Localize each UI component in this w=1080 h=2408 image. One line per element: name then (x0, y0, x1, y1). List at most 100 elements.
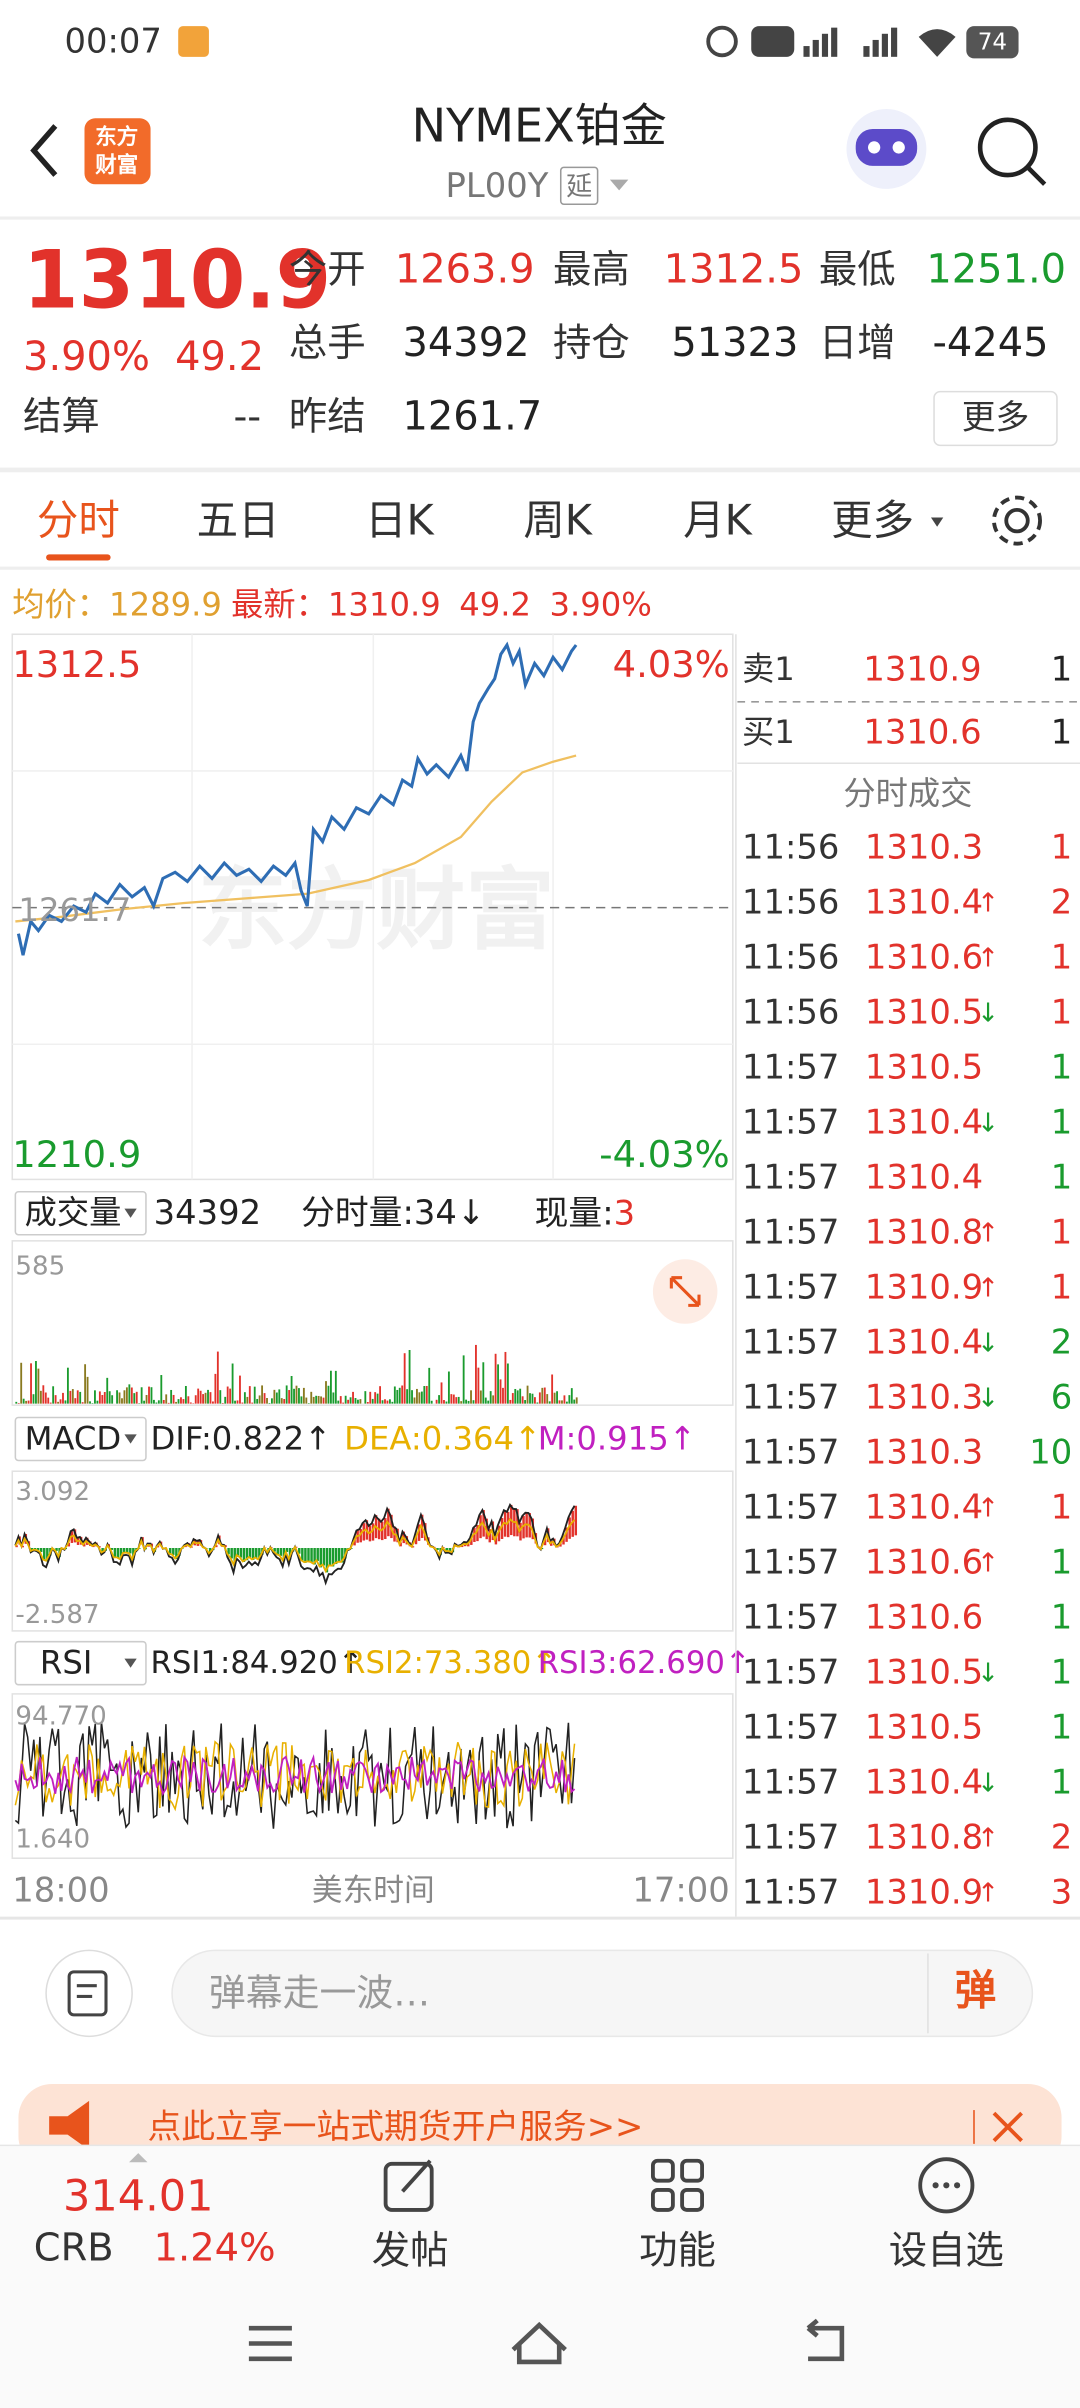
nav-item[interactable]: 功能 (639, 2228, 716, 2273)
nav-item[interactable]: 设自选 (889, 2228, 1004, 2273)
settings-button[interactable] (992, 495, 1042, 546)
volume-bar-decor (197, 1388, 200, 1404)
dropdown-arrow[interactable] (609, 179, 629, 191)
volume-bar-decor (98, 1391, 101, 1404)
expand-button[interactable] (652, 1259, 718, 1324)
macd-bar-decor (242, 1548, 246, 1562)
macd-bar-decor (175, 1548, 178, 1559)
index-value[interactable]: 314.01 (63, 2172, 213, 2222)
volume-bar-decor (182, 1399, 185, 1404)
volume-bar-decor (143, 1400, 146, 1404)
tab[interactable]: 更多 (831, 497, 914, 545)
tab[interactable]: 五日 (197, 497, 280, 545)
tab[interactable]: 月K (683, 497, 753, 545)
macd-label: MACD (25, 1420, 122, 1458)
trade-volume: 1 (1051, 1048, 1073, 1087)
volume-bar-decor (121, 1398, 123, 1404)
volume-bar-decor (229, 1388, 232, 1404)
assistant-avatar[interactable] (846, 109, 927, 189)
volume-bar-decor (293, 1388, 295, 1404)
logo[interactable] (84, 118, 151, 185)
volume-bar-decor (575, 1397, 578, 1404)
volume-bar-decor (398, 1387, 401, 1404)
volume-bar-decor (69, 1390, 72, 1404)
volume-bar-decor (22, 1398, 25, 1404)
volume-bar-decor (216, 1351, 219, 1404)
volume-bar-decor (339, 1396, 342, 1404)
volume-bar-decor (202, 1394, 205, 1404)
tab[interactable]: 日K (365, 497, 435, 545)
tab-underline (46, 554, 111, 561)
app-icon (178, 26, 209, 57)
volume-bar-decor (406, 1389, 409, 1404)
trade-time: 11:57 (742, 1213, 839, 1252)
tab[interactable]: 周K (523, 497, 593, 545)
trade-price: 1310.4 (865, 883, 983, 922)
back-button[interactable] (30, 124, 58, 177)
search-button[interactable] (977, 117, 1047, 186)
nav-item[interactable]: 发帖 (372, 2228, 449, 2273)
volume-bar-decor (546, 1394, 549, 1404)
macd-bar-decor (442, 1547, 445, 1548)
battery (966, 26, 1019, 59)
volume-bar-decor (524, 1400, 527, 1404)
index-change: 1.24% (154, 2225, 276, 2270)
volume-bar-decor (74, 1398, 77, 1404)
volume-bar-decor (170, 1389, 173, 1404)
volume-bar-decor (39, 1390, 42, 1404)
volume-bar-decor (423, 1386, 426, 1404)
delay-tag: 延 (566, 172, 592, 202)
trade-price: 1310.8 (865, 1817, 983, 1856)
field-value: -4245 (933, 320, 1049, 366)
rsi-line-decor (14, 1754, 576, 1797)
macd-bar-decor (67, 1542, 71, 1547)
indicator-selector[interactable] (14, 1416, 147, 1462)
indicator-selector[interactable] (14, 1640, 147, 1686)
bid-label: 买1 (742, 713, 795, 751)
volume-bar-decor (450, 1394, 453, 1404)
volume-bar-decor (479, 1390, 482, 1404)
volume-bar-decor (180, 1397, 182, 1404)
macd-bar-decor (565, 1527, 568, 1542)
volume-bar-decor (76, 1390, 79, 1404)
volume-bar-decor (315, 1395, 318, 1404)
volume-bar-decor (396, 1389, 399, 1404)
trade-arrow: ↓ (977, 1109, 999, 1139)
volume-bar-decor (285, 1385, 288, 1404)
macd-bar-decor (414, 1535, 418, 1545)
trade-time: 11:56 (742, 883, 839, 922)
volume-bar-decor (103, 1392, 106, 1404)
volume-bar-decor (511, 1393, 514, 1404)
volume-bar-decor (258, 1395, 261, 1404)
battery-level: 74 (978, 30, 1007, 56)
volume-bar-decor (502, 1387, 504, 1404)
expand-arrow[interactable] (129, 2153, 148, 2163)
more-button[interactable] (933, 390, 1058, 447)
system-buttons[interactable] (248, 2318, 845, 2365)
macd-bar-decor (110, 1548, 114, 1550)
volume-bar-decor (108, 1391, 111, 1404)
danmaku-input[interactable] (171, 1949, 1034, 2038)
danmaku-settings[interactable] (45, 1949, 133, 2038)
indicator-selector[interactable] (14, 1190, 147, 1236)
field-value: 1251.0 (926, 246, 1066, 292)
field-label: 昨结 (289, 395, 366, 440)
macd-bar-decor (310, 1548, 313, 1563)
macd-bar-decor (119, 1548, 123, 1560)
volume-bar-decor (457, 1396, 460, 1404)
trade-price: 1310.4 (865, 1158, 983, 1197)
trade-volume: 6 (1051, 1378, 1073, 1417)
macd-bar-decor (516, 1509, 519, 1537)
volume-bar-decor (133, 1393, 136, 1404)
volume-bar-decor (573, 1399, 576, 1404)
volume-frame (11, 1240, 734, 1406)
tab[interactable]: 分时 (37, 497, 120, 545)
danmaku-button[interactable]: 弹 (955, 1966, 996, 2014)
trade-time: 11:57 (742, 1433, 839, 1472)
volume-bar-decor (135, 1391, 138, 1404)
volume-bar-decor (551, 1374, 554, 1404)
volume-bar-decor (556, 1391, 558, 1404)
volume-total: 34392 (154, 1193, 261, 1232)
volume-bar-decor (570, 1388, 573, 1404)
banner-close[interactable] (992, 2111, 1023, 2143)
